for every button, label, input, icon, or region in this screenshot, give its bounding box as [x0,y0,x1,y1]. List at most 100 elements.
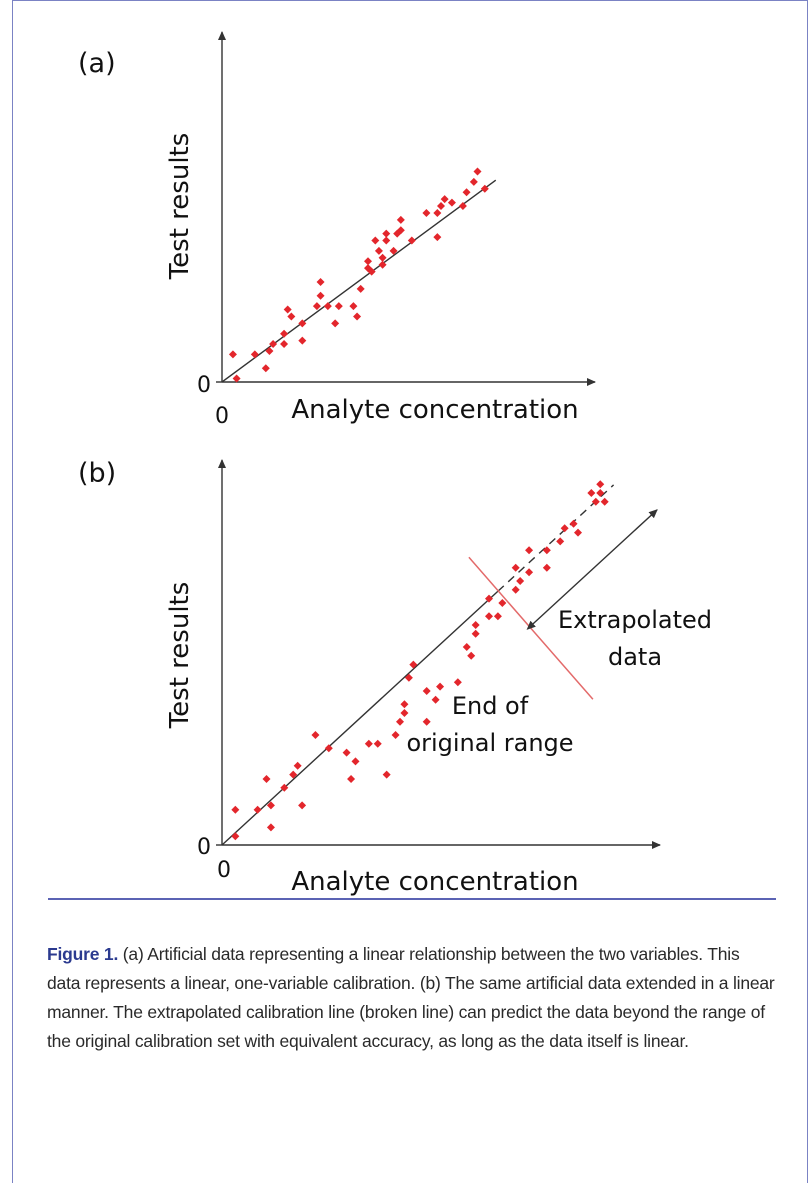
panel-a-data-point [265,346,274,355]
panel-a-data-point [323,302,332,311]
panel-a-data-point [316,277,325,286]
panel-a-data-point [458,202,467,211]
panel-a-data-point [228,350,237,359]
panel-b-data-point [293,761,302,770]
panel-a-data-point [433,233,442,242]
panel-b-data-point [498,599,507,607]
panel-a-fit-line [221,179,497,383]
panel-b-data-point [342,748,351,757]
panel-b-data-point [262,775,271,783]
panel-b-data-point [409,660,418,669]
panel-a-chart: (a) Test results 0 0 Analyte concentrati… [78,31,596,429]
panel-a-data-point [312,302,321,311]
panel-b-data-point [231,832,240,841]
panel-a-data-point [269,340,278,349]
panel-b-data-point [467,651,476,660]
panel-a-data-point [378,260,387,269]
panel-a-data-point [316,291,325,300]
panel-b-data-point [422,687,431,695]
extrapolated-label-line-1: Extrapolated [558,606,712,634]
panel-a-data-point [261,364,270,373]
panel-b-data-point [485,594,493,603]
panel-b-data-point [493,612,502,621]
panel-b-data-point [364,739,373,748]
panel-b-data-point [596,489,605,497]
panel-b-data-point [556,537,565,546]
panel-a-data-point [473,167,482,176]
range-end-label-line-2: original range [406,729,573,757]
panel-b-data-point [404,673,413,682]
panel-a-data-point [440,195,449,204]
panel-a-data-point [480,184,489,193]
panel-a-data-point [349,302,358,311]
panel-b-data-point [400,709,409,717]
panel-a-data-point [374,246,383,255]
panel-b-data-point [382,770,391,779]
panel-a-y-origin-label: 0 [197,373,211,398]
panel-a-x-origin-label: 0 [215,404,229,429]
panel-a-data-point [433,208,442,217]
panel-a-data-point [250,350,259,359]
panel-a-data-point [356,284,365,293]
panel-b-data-point [373,739,382,748]
panel-b-data-point [574,528,582,537]
panel-b-data-point [525,546,534,555]
panel-a-data-point [298,319,307,328]
panel-b-data-point [431,695,440,704]
panel-a-data-point [280,329,289,338]
panel-a-y-axis-title: Test results [165,133,195,281]
panel-b-data-point [525,568,534,577]
panel-b-chart: (b) Test results 0 0 Analyte concentrati… [78,458,712,897]
panel-b-data-point [596,480,605,489]
panel-b-data-point [289,770,298,779]
panel-b-data-point [600,497,609,506]
panel-b-data-point [453,678,462,687]
figure-caption: Figure 1. (a) Artificial data representi… [47,940,775,1056]
caption-text: (a) Artificial data representing a linea… [47,944,775,1051]
panel-b-data-point [231,805,240,814]
panel-a-data-point [331,319,340,328]
range-end-label-line-1: End of [452,692,529,720]
panel-b-data-point [324,744,333,753]
panel-a-data-point [378,253,387,262]
panel-b-data-point [511,585,520,594]
panel-b-data-point [347,775,356,783]
panel-b-data-point [560,524,569,533]
panel-b-x-origin-label: 0 [217,858,231,883]
panel-b-y-origin-label: 0 [197,835,211,860]
panel-b-data-point [351,757,360,766]
panel-a-data-point [334,302,343,311]
panel-b-data-point [298,801,307,810]
caption-label: Figure 1. [47,944,119,964]
panel-a-data-point [389,246,398,255]
panel-b-data-point [542,546,551,555]
panel-b-y-axis-title: Test results [165,582,195,730]
caption-divider [48,898,776,900]
panel-a-data-point [283,305,292,314]
panel-b-data-point [253,805,262,814]
panel-a-data-point [280,340,289,349]
panel-b-fit-line [221,590,499,846]
panel-b-data-point [400,700,409,709]
panel-b-data-point [511,563,520,572]
panel-b-data-point [516,577,525,585]
panel-a-data-point [353,312,362,321]
panel-a-data-point [382,236,391,245]
panel-b-x-axis-title: Analyte concentration [291,867,578,897]
panel-b-data-point [569,519,578,528]
panel-b-data-point [471,629,480,638]
figure-frame [12,0,808,1183]
panel-b-data-point [587,489,596,497]
panel-b-data-point [422,717,431,726]
panel-b-data-point [436,682,445,691]
panel-a-data-point [232,374,241,383]
panel-a-x-axis-title: Analyte concentration [291,395,578,425]
panel-a-data-point [287,312,296,321]
panel-b-data-point [542,563,551,572]
panel-a-data-point [396,226,405,235]
panel-b-data-point [485,612,493,621]
panel-b-data-point [391,731,400,739]
panel-a-data-point [469,177,478,186]
panel-a-data-point [407,236,416,245]
panel-b-data-point [396,717,404,726]
